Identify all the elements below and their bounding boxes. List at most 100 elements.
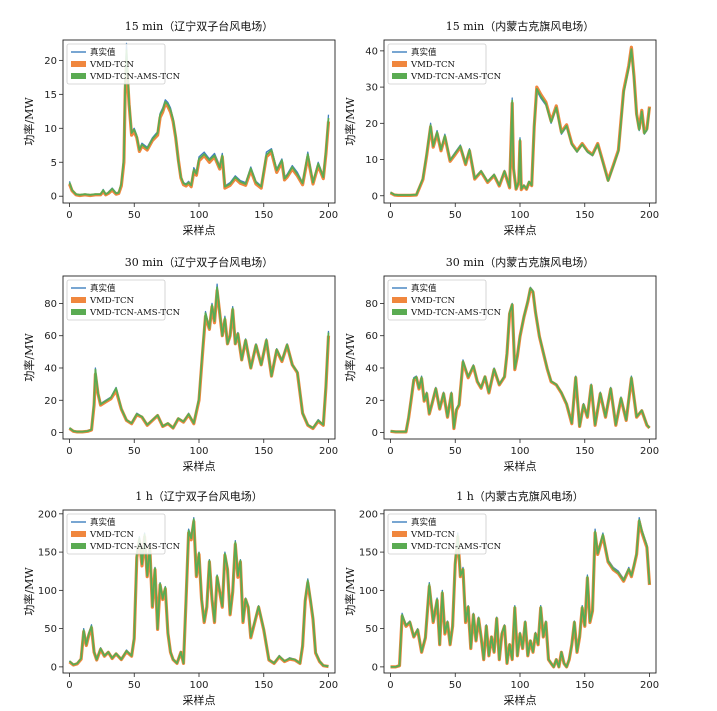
x-tick-label: 200 bbox=[319, 446, 338, 457]
legend-label-2: VMD-TCN-AMS-TCN bbox=[89, 72, 181, 82]
y-tick-label: 100 bbox=[38, 586, 57, 597]
x-tick-label: 150 bbox=[254, 680, 273, 691]
legend: 真实值 VMD-TCN VMD-TCN-AMS-TCN bbox=[387, 513, 502, 555]
x-tick-label: 0 bbox=[387, 446, 393, 457]
legend-swatch-2 bbox=[71, 73, 86, 79]
y-tick-label: 20 bbox=[365, 396, 378, 407]
x-axis-label: 采样点 bbox=[504, 223, 537, 237]
x-tick-label: 50 bbox=[449, 446, 462, 457]
y-tick-label: 60 bbox=[365, 331, 378, 342]
legend-label-0: 真实值 bbox=[90, 47, 116, 58]
x-tick-label: 0 bbox=[387, 680, 393, 691]
x-tick-label: 200 bbox=[640, 680, 659, 691]
y-tick-label: 60 bbox=[44, 331, 57, 342]
y-tick-label: 40 bbox=[365, 363, 378, 374]
x-tick-label: 200 bbox=[640, 446, 659, 457]
y-tick-label: 40 bbox=[44, 363, 57, 374]
series-line-VMD-TCN-AMS-TCN bbox=[68, 49, 330, 196]
legend-box bbox=[387, 279, 487, 321]
legend-box bbox=[387, 43, 487, 85]
y-tick-label: 0 bbox=[372, 662, 378, 673]
y-axis-label: 功率/MW bbox=[343, 567, 357, 616]
x-tick-label: 0 bbox=[66, 446, 72, 457]
y-tick-label: 200 bbox=[38, 509, 57, 520]
x-tick-label: 150 bbox=[575, 446, 594, 457]
legend-label-2: VMD-TCN-AMS-TCN bbox=[89, 542, 181, 552]
legend-swatch-1 bbox=[392, 297, 407, 303]
x-tick-label: 150 bbox=[575, 680, 594, 691]
legend-label-2: VMD-TCN-AMS-TCN bbox=[410, 72, 502, 82]
y-tick-label: 5 bbox=[51, 158, 57, 169]
y-tick-label: 0 bbox=[51, 662, 57, 673]
x-axis-label: 采样点 bbox=[183, 693, 216, 707]
y-tick-label: 0 bbox=[51, 428, 57, 439]
y-tick-label: 50 bbox=[365, 624, 378, 635]
chart-panel-3: 30 min（内蒙古克旗风电场） 0 50 100 150 200 0 20 40 60 80 采样点… bbox=[343, 255, 659, 473]
legend-label-1: VMD-TCN bbox=[89, 530, 135, 540]
chart-title: 1 h（内蒙古克旗风电场） bbox=[456, 489, 584, 503]
chart-panel-1: 15 min（内蒙古克旗风电场） 0 50 100 150 200 0 10 20 30 40 采样点… bbox=[343, 19, 659, 237]
x-tick-label: 50 bbox=[449, 680, 462, 691]
y-tick-label: 80 bbox=[365, 299, 378, 310]
legend-box bbox=[66, 43, 166, 85]
y-axis-label: 功率/MW bbox=[22, 333, 36, 382]
x-tick-label: 150 bbox=[575, 210, 594, 221]
legend-label-0: 真实值 bbox=[411, 283, 437, 294]
x-tick-label: 0 bbox=[387, 210, 393, 221]
x-tick-label: 50 bbox=[128, 210, 141, 221]
chart-panel-0: 15 min（辽宁双子台风电场） 0 50 100 150 200 0 5 10 15 20 采样点 功… bbox=[22, 19, 338, 237]
legend-box bbox=[66, 513, 166, 555]
x-tick-label: 200 bbox=[640, 210, 659, 221]
y-tick-label: 40 bbox=[365, 46, 378, 57]
legend-swatch-2 bbox=[392, 543, 407, 549]
x-tick-label: 150 bbox=[254, 210, 273, 221]
legend: 真实值 VMD-TCN VMD-TCN-AMS-TCN bbox=[387, 43, 502, 85]
x-axis-label: 采样点 bbox=[504, 693, 537, 707]
legend-swatch-1 bbox=[71, 297, 86, 303]
y-tick-label: 0 bbox=[372, 428, 378, 439]
legend-label-1: VMD-TCN bbox=[89, 296, 135, 306]
legend-label-2: VMD-TCN-AMS-TCN bbox=[410, 542, 502, 552]
legend-swatch-1 bbox=[392, 531, 407, 537]
y-tick-label: 20 bbox=[365, 119, 378, 130]
chart-title: 15 min（辽宁双子台风电场） bbox=[125, 19, 274, 33]
legend-box bbox=[66, 279, 166, 321]
legend: 真实值 VMD-TCN VMD-TCN-AMS-TCN bbox=[387, 279, 502, 321]
x-tick-label: 0 bbox=[66, 210, 72, 221]
legend-label-0: 真实值 bbox=[90, 283, 116, 294]
legend-label-1: VMD-TCN bbox=[89, 60, 135, 70]
x-tick-label: 0 bbox=[66, 680, 72, 691]
legend-label-1: VMD-TCN bbox=[410, 296, 456, 306]
y-axis-label: 功率/MW bbox=[343, 333, 357, 382]
legend-label-0: 真实值 bbox=[90, 517, 116, 528]
series-line-VMD-TCN-AMS-TCN bbox=[390, 287, 651, 433]
chart-panel-2: 30 min（辽宁双子台风电场） 0 50 100 150 200 0 20 40 60 80 采样点… bbox=[22, 255, 338, 473]
x-axis-label: 采样点 bbox=[183, 459, 216, 473]
y-tick-label: 0 bbox=[372, 191, 378, 202]
legend-label-0: 真实值 bbox=[411, 47, 437, 58]
y-tick-label: 150 bbox=[359, 548, 378, 559]
x-tick-label: 100 bbox=[510, 210, 529, 221]
x-axis-label: 采样点 bbox=[183, 223, 216, 237]
series-line-VMD-TCN-AMS-TCN bbox=[390, 519, 651, 668]
y-tick-label: 10 bbox=[44, 124, 57, 135]
chart-panel-5: 1 h（内蒙古克旗风电场） 0 50 100 150 200 0 50 100 150 200 采样点… bbox=[343, 489, 659, 707]
legend-swatch-2 bbox=[71, 543, 86, 549]
legend-label-2: VMD-TCN-AMS-TCN bbox=[89, 308, 181, 318]
x-tick-label: 100 bbox=[189, 680, 208, 691]
x-tick-label: 150 bbox=[254, 446, 273, 457]
legend-swatch-2 bbox=[392, 309, 407, 315]
x-tick-label: 100 bbox=[510, 446, 529, 457]
legend-swatch-1 bbox=[71, 61, 86, 67]
series-line-VMD-TCN-AMS-TCN bbox=[390, 48, 651, 196]
y-tick-label: 0 bbox=[51, 192, 57, 203]
y-tick-label: 150 bbox=[38, 548, 57, 559]
x-tick-label: 100 bbox=[189, 446, 208, 457]
y-tick-label: 50 bbox=[44, 624, 57, 635]
legend-label-1: VMD-TCN bbox=[410, 530, 456, 540]
chart-title: 15 min（内蒙古克旗风电场） bbox=[446, 19, 595, 33]
legend: 真实值 VMD-TCN VMD-TCN-AMS-TCN bbox=[66, 513, 181, 555]
y-axis-label: 功率/MW bbox=[343, 97, 357, 146]
chart-panel-4: 1 h（辽宁双子台风电场） 0 50 100 150 200 0 50 100 150 200 采样点… bbox=[22, 489, 338, 707]
legend-label-1: VMD-TCN bbox=[410, 60, 456, 70]
